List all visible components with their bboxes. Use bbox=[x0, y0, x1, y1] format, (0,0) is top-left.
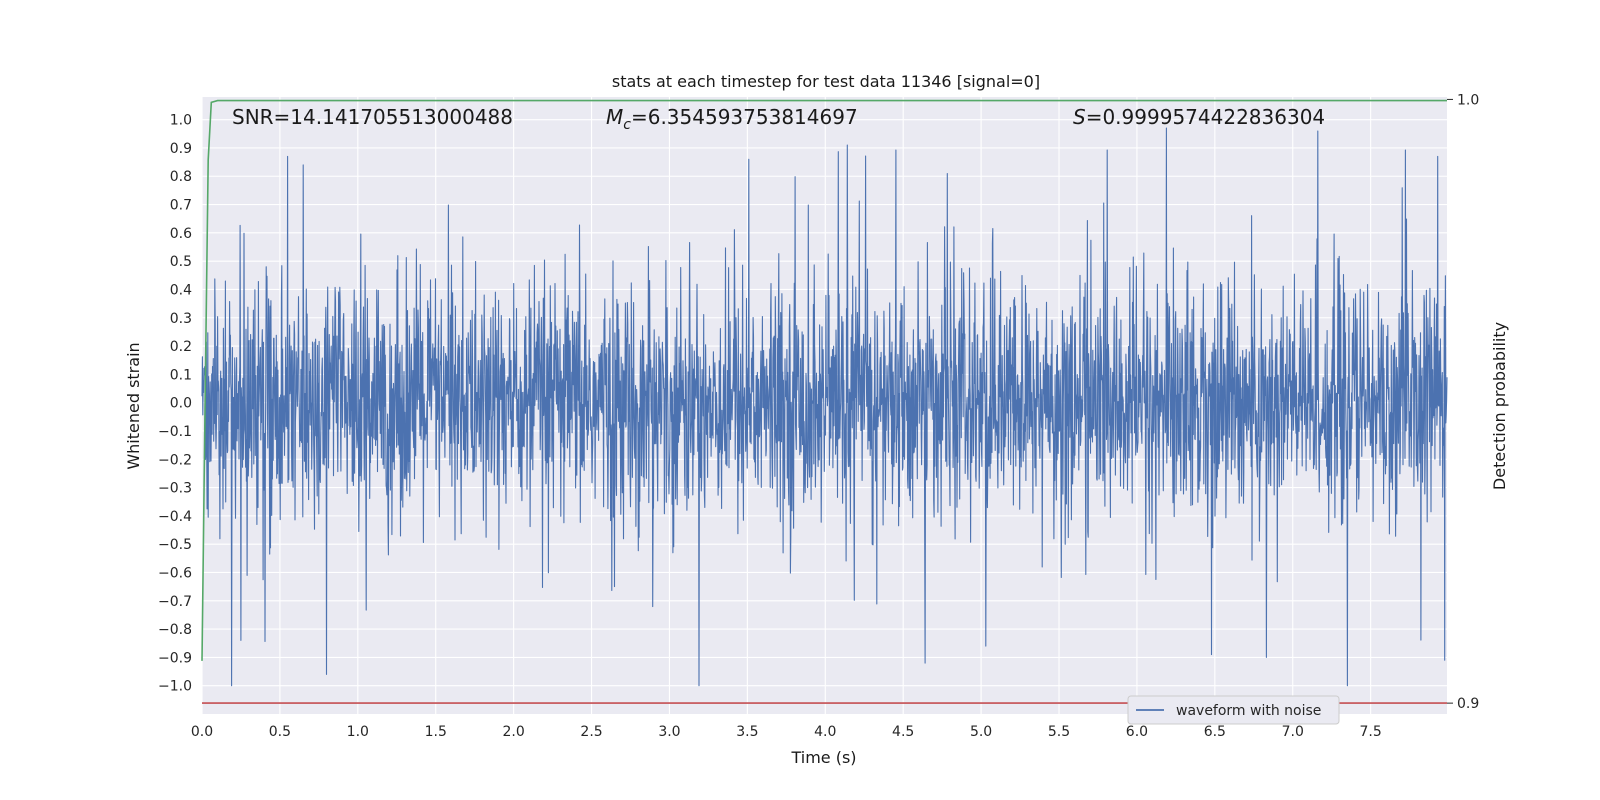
detection-probability-line bbox=[201, 99, 1447, 661]
x-tick-label: 2.5 bbox=[580, 724, 602, 740]
x-tick-label: 7.0 bbox=[1282, 724, 1304, 740]
y-tick-label: −1.0 bbox=[158, 679, 192, 695]
chirp-mass-subscript: c bbox=[623, 117, 631, 133]
y-tick-label: 0.4 bbox=[170, 282, 192, 298]
y-tick-label-right: 1.0 bbox=[1457, 92, 1479, 108]
y-tick-label: −0.9 bbox=[158, 650, 192, 666]
waveform-line bbox=[201, 127, 1448, 687]
x-tick-label: 7.5 bbox=[1360, 724, 1382, 740]
x-tick-label: 1.5 bbox=[425, 724, 447, 740]
waveform-series bbox=[201, 127, 1448, 687]
snr-annotation: SNR=14.141705513000488 bbox=[232, 105, 513, 129]
x-tick-label: 4.5 bbox=[892, 724, 914, 740]
y-tick-label: 0.7 bbox=[170, 198, 192, 214]
x-tick-label: 0.0 bbox=[191, 724, 213, 740]
y-tick-label: 0.8 bbox=[170, 169, 192, 185]
x-tick-label: 5.5 bbox=[1048, 724, 1070, 740]
chirp-mass-value: =6.354593753814697 bbox=[631, 105, 858, 129]
y-tick-label: −0.7 bbox=[158, 594, 192, 610]
x-tick-label: 3.5 bbox=[736, 724, 758, 740]
y-tick-label: 0.1 bbox=[170, 367, 192, 383]
y-axis-label: Whitened strain bbox=[124, 342, 143, 469]
y-tick-label: 0.5 bbox=[170, 254, 192, 270]
x-tick-label: 6.5 bbox=[1204, 724, 1226, 740]
legend: waveform with noise bbox=[1127, 695, 1340, 725]
s-annotation: S=0.9999574422836304 bbox=[1073, 105, 1325, 129]
y-tick-label: −0.1 bbox=[158, 424, 192, 440]
x-tick-label: 2.0 bbox=[503, 724, 525, 740]
y-tick-label: −0.3 bbox=[158, 481, 192, 497]
y-tick-label: 0.2 bbox=[170, 339, 192, 355]
y-tick-label: 0.0 bbox=[170, 396, 192, 412]
x-tick-label: 1.0 bbox=[347, 724, 369, 740]
y-tick-label: 1.0 bbox=[170, 113, 192, 129]
x-tick-label: 6.0 bbox=[1126, 724, 1148, 740]
y-ticks: 1.0 0.9 0.8 0.7 0.6 0.5 0.4 0.3 0.2 0.1 0.0 −0.1 −0.… bbox=[158, 113, 192, 695]
x-axis-label: Time (s) bbox=[790, 748, 856, 767]
y-tick-label: 0.3 bbox=[170, 311, 192, 327]
x-tick-label: 4.0 bbox=[814, 724, 836, 740]
legend-box bbox=[1127, 695, 1340, 725]
s-symbol: S bbox=[1073, 105, 1086, 129]
x-ticks: 0.0 0.5 1.0 1.5 2.0 2.5 3.0 3.5 4.0 4.5 5.0 5.5 6.0 6… bbox=[191, 724, 1382, 740]
y-ticks-right: 1.0 0.9 bbox=[1447, 92, 1479, 712]
x-tick-label: 5.0 bbox=[970, 724, 992, 740]
legend-label-waveform: waveform with noise bbox=[1176, 703, 1321, 719]
plot-area bbox=[202, 97, 1447, 714]
y-tick-label: −0.6 bbox=[158, 565, 192, 581]
y-tick-label: −0.5 bbox=[158, 537, 192, 553]
x-tick-label: 0.5 bbox=[269, 724, 291, 740]
x-tick-label: 3.0 bbox=[658, 724, 680, 740]
y-tick-label: 0.6 bbox=[170, 226, 192, 242]
y-tick-label: 0.9 bbox=[170, 141, 192, 157]
y-tick-label-right: 0.9 bbox=[1457, 696, 1479, 712]
chirp-mass-symbol: M bbox=[606, 105, 623, 129]
y-tick-label: −0.4 bbox=[158, 509, 192, 525]
y-tick-label: −0.8 bbox=[158, 622, 192, 638]
y-tick-label: −0.2 bbox=[158, 452, 192, 468]
chart-title: stats at each timestep for test data 113… bbox=[612, 72, 1040, 91]
y-axis-label-right: Detection probability bbox=[1490, 322, 1509, 490]
chirp-mass-annotation: Mc=6.354593753814697 bbox=[606, 105, 858, 133]
s-value: =0.9999574422836304 bbox=[1086, 105, 1325, 129]
